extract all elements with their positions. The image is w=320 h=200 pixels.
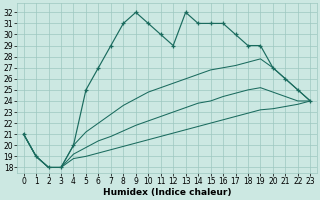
X-axis label: Humidex (Indice chaleur): Humidex (Indice chaleur) [103, 188, 231, 197]
